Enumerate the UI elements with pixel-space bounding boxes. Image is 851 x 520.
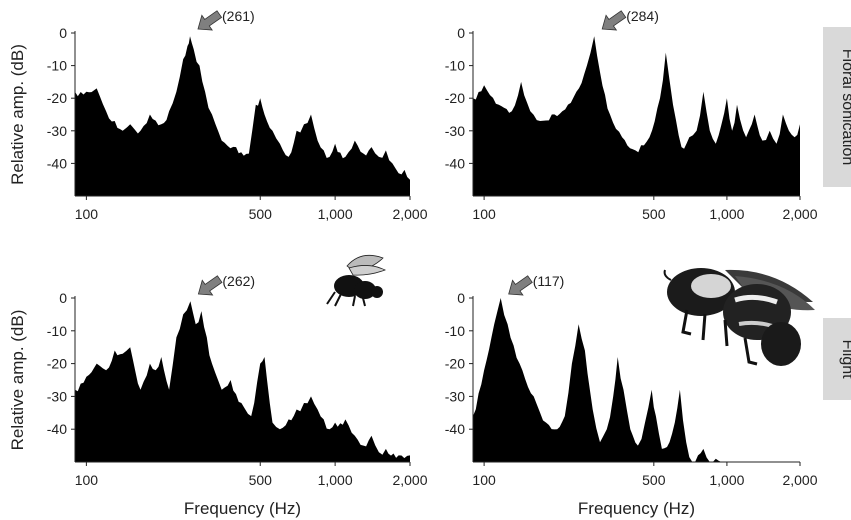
spectrum-area xyxy=(75,36,410,196)
row-label-flight-text: Flight xyxy=(839,339,851,379)
x-tick-label: 1,000 xyxy=(709,206,744,222)
y-tick-label: -30 xyxy=(47,123,67,139)
y-tick-label: -10 xyxy=(47,58,67,74)
spectrum-area xyxy=(75,301,410,462)
peak-arrow-icon xyxy=(197,275,223,296)
y-tick-label: 0 xyxy=(59,25,67,41)
y-tick-label: -10 xyxy=(47,323,67,339)
y-tick-label: -40 xyxy=(47,155,67,171)
x-tick-label: 1,000 xyxy=(318,206,353,222)
y-tick-label: -20 xyxy=(445,356,465,372)
y-tick-label: 0 xyxy=(457,290,465,306)
x-tick-label: 100 xyxy=(472,472,496,488)
peak-frequency-label: (261) xyxy=(222,8,255,24)
row-label-floral-sonication: Floral sonication xyxy=(823,27,851,187)
y-axis-title: Relative amp. (dB) xyxy=(8,44,27,185)
spectrum-area xyxy=(473,298,727,462)
spectrum-area xyxy=(473,36,800,196)
x-tick-label: 100 xyxy=(75,472,99,488)
x-tick-label: 2,000 xyxy=(782,206,817,222)
peak-arrow-icon xyxy=(601,10,627,31)
y-axis-title: Relative amp. (dB) xyxy=(8,310,27,451)
y-tick-label: 0 xyxy=(457,25,465,41)
peak-frequency-label: (284) xyxy=(626,8,659,24)
spectrum-panel-3: 0 -10 -20 -30 -40 100 500 1,000 2,000 Relative am… xyxy=(8,273,428,518)
y-tick-label: -40 xyxy=(445,421,465,437)
y-tick-label: -30 xyxy=(47,388,67,404)
x-tick-label: 1,000 xyxy=(709,472,744,488)
x-axis-title: Frequency (Hz) xyxy=(578,499,695,518)
peak-arrow-icon xyxy=(197,10,223,31)
row-label-floral-sonication-text: Floral sonication xyxy=(839,49,851,166)
x-tick-label: 500 xyxy=(642,472,666,488)
x-axis-title: Frequency (Hz) xyxy=(184,499,301,518)
x-tick-label: 1,000 xyxy=(318,472,353,488)
y-tick-label: -40 xyxy=(445,155,465,171)
spectrum-panel-1: 0 -10 -20 -30 -40 100 500 1,000 2,000 Relative am… xyxy=(8,8,428,222)
x-tick-label: 500 xyxy=(249,206,273,222)
y-tick-label: -20 xyxy=(47,90,67,106)
y-tick-label: -40 xyxy=(47,421,67,437)
y-tick-label: 0 xyxy=(59,290,67,306)
x-tick-label: 100 xyxy=(75,206,99,222)
peak-frequency-label: (262) xyxy=(222,273,255,289)
spectrum-panel-4: 0 -10 -20 -30 -40 100 500 1,000 2,000 Frequency (… xyxy=(445,273,818,518)
y-tick-label: -10 xyxy=(445,323,465,339)
x-tick-label: 2,000 xyxy=(392,206,427,222)
row-label-flight: Flight xyxy=(823,318,851,400)
spectrum-panels: 0 -10 -20 -30 -40 100 500 1,000 2,000 Relative am… xyxy=(8,8,818,518)
y-tick-label: -20 xyxy=(445,90,465,106)
bumblebee-illustration-icon xyxy=(663,268,815,366)
y-tick-label: -20 xyxy=(47,356,67,372)
y-tick-label: -10 xyxy=(445,58,465,74)
y-tick-label: -30 xyxy=(445,123,465,139)
x-tick-label: 2,000 xyxy=(392,472,427,488)
peak-frequency-label: (117) xyxy=(533,273,565,289)
x-tick-label: 500 xyxy=(249,472,273,488)
small-bee-silhouette-icon xyxy=(326,254,387,307)
x-tick-label: 2,000 xyxy=(782,472,817,488)
peak-arrow-icon xyxy=(508,275,533,296)
spectrum-panel-2: 0 -10 -20 -30 -40 100 500 1,000 2,000 (284) xyxy=(445,8,818,222)
x-tick-label: 100 xyxy=(472,206,496,222)
y-tick-label: -30 xyxy=(445,388,465,404)
x-tick-label: 500 xyxy=(642,206,666,222)
